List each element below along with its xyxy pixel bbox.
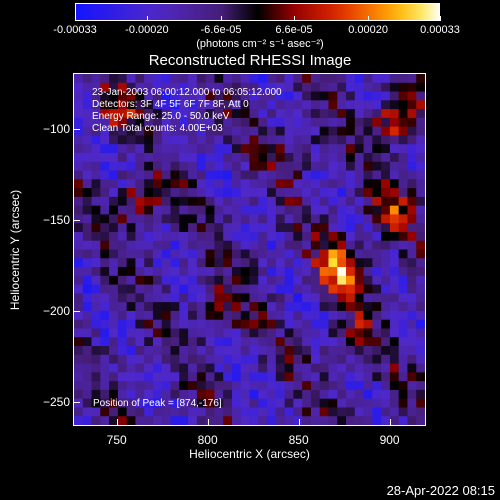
y-tick-label: −150 bbox=[42, 213, 70, 228]
colorbar-units: (photons cm⁻² s⁻¹ asec⁻²) bbox=[196, 38, 324, 50]
y-tick-mark bbox=[74, 402, 80, 404]
y-tick-label: −250 bbox=[42, 395, 70, 410]
x-tick-label: 850 bbox=[288, 433, 309, 447]
colorbar-tick-label: 0.00033 bbox=[420, 24, 460, 36]
x-tick-label: 750 bbox=[106, 433, 127, 447]
colorbar-tick-mark bbox=[221, 16, 222, 21]
plot-area bbox=[73, 73, 426, 426]
colorbar-tick-mark bbox=[368, 16, 370, 21]
y-tick-mark bbox=[74, 129, 80, 131]
info-detectors: Detectors: 3F 4F 5F 6F 7F 8F, Att 0 bbox=[92, 99, 249, 110]
heatmap-image bbox=[74, 74, 425, 425]
x-axis-label: Heliocentric X (arcsec) bbox=[189, 447, 310, 461]
x-tick-mark bbox=[389, 419, 391, 425]
colorbar-tick-mark bbox=[294, 16, 295, 21]
y-tick-mark bbox=[74, 220, 80, 222]
colorbar-tick-mark bbox=[146, 16, 148, 21]
colorbar-tick-label: -6.6e-05 bbox=[200, 24, 242, 36]
colorbar-tick-mark bbox=[440, 16, 441, 21]
info-energy-range: Energy Range: 25.0 - 50.0 keV bbox=[92, 111, 230, 122]
info-time-range: 23-Jan-2003 06:00:12.000 to 06:05:12.000 bbox=[92, 87, 282, 98]
peak-position: Position of Peak = [874,-176] bbox=[93, 398, 222, 409]
colorbar-tick-label: -0.00020 bbox=[125, 24, 169, 36]
x-tick-label: 800 bbox=[197, 433, 218, 447]
y-tick-mark bbox=[74, 311, 80, 313]
colorbar bbox=[75, 3, 440, 21]
x-tick-mark bbox=[116, 419, 118, 425]
y-axis-label: Heliocentric Y (arcsec) bbox=[8, 189, 22, 311]
info-clean-counts: Clean Total counts: 4.00E+03 bbox=[92, 123, 223, 134]
colorbar-tick-label: 6.6e-05 bbox=[275, 24, 313, 36]
chart-title: Reconstructed RHESSI Image bbox=[148, 52, 352, 69]
colorbar-tick-mark bbox=[75, 16, 76, 21]
x-tick-mark bbox=[207, 419, 209, 425]
colorbar-tick-label: 0.00020 bbox=[348, 24, 388, 36]
y-tick-label: −200 bbox=[42, 304, 70, 319]
x-tick-mark bbox=[298, 419, 300, 425]
y-tick-label: −100 bbox=[42, 122, 70, 137]
x-tick-label: 900 bbox=[379, 433, 400, 447]
colorbar-tick-label: -0.00033 bbox=[53, 24, 97, 36]
timestamp: 28-Apr-2022 08:15 bbox=[386, 483, 495, 498]
